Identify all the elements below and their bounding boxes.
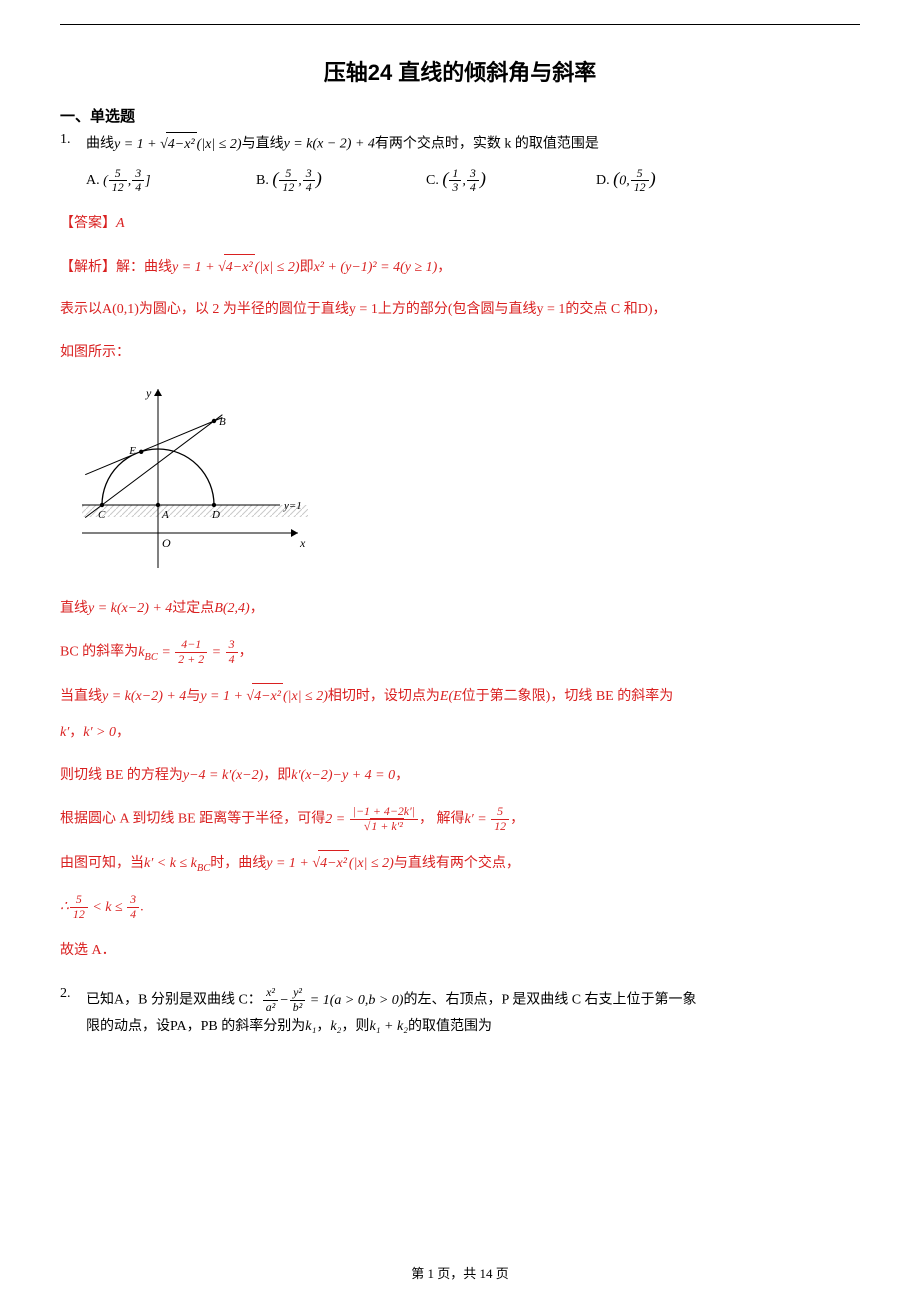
analysis-line-7: 则切线 BE 的方程为y−4 = k′(x−2)，即k′(x−2)−y + 4 … (60, 763, 860, 790)
question-stem: 已知A，B 分别是双曲线 C：x²a²−y²b² = 1(a > 0,b > 0… (86, 986, 860, 1038)
choice-label: A. (86, 173, 100, 189)
analysis-line-10: ∴512 < k ≤ 34. (60, 893, 860, 921)
svg-text:D: D (211, 509, 220, 521)
answer-label: 【答案】 (60, 216, 116, 231)
text: 与直线 (242, 137, 284, 152)
svg-text:A: A (161, 509, 169, 521)
choice-label: D. (596, 173, 610, 189)
analysis-label: 【解析】 (60, 260, 116, 275)
formula: y = 1 + √4−x²(|x| ≤ 2) (114, 137, 242, 152)
text: 即 (300, 260, 314, 275)
page: 压轴24 直线的倾斜角与斜率 一、单选题 1. 曲线y = 1 + √4−x²(… (0, 0, 920, 1302)
choice-C: C. (13,34) (426, 167, 596, 195)
top-rule (60, 24, 860, 25)
formula: y = k(x − 2) + 4 (284, 137, 375, 152)
choice-row: A. (512,34] B. (512,34) C. (13,34) D. (0… (86, 167, 860, 195)
figure-semicircle: y=1xyOACDBE (80, 383, 860, 578)
question-stem: 曲线y = 1 + √4−x²(|x| ≤ 2)与直线y = k(x − 2) … (86, 132, 860, 157)
answer-line: 【答案】A (60, 211, 860, 238)
choice-B: B. (512,34) (256, 167, 426, 195)
answer-value: A (116, 216, 125, 231)
analysis-line-6b: k′，k′ > 0， (60, 720, 860, 747)
choice-label: C. (426, 173, 439, 189)
figure-svg: y=1xyOACDBE (80, 383, 310, 573)
analysis-line-3: 如图所示： (60, 340, 860, 367)
svg-text:O: O (162, 536, 171, 550)
question-1: 1. 曲线y = 1 + √4−x²(|x| ≤ 2)与直线y = k(x − … (60, 132, 860, 157)
document-title: 压轴24 直线的倾斜角与斜率 (60, 55, 860, 87)
formula: x² + (y−1)² = 4(y ≥ 1) (314, 260, 438, 275)
text: 曲线 (86, 137, 114, 152)
analysis-line-1: 【解析】解：曲线y = 1 + √4−x²(|x| ≤ 2)即x² + (y−1… (60, 254, 860, 282)
analysis-line-8: 根据圆心 A 到切线 BE 距离等于半径，可得2 = |−1 + 4−2k′|√… (60, 805, 860, 833)
page-footer: 第 1 页，共 14 页 (0, 1263, 920, 1282)
question-2: 2. 已知A，B 分别是双曲线 C：x²a²−y²b² = 1(a > 0,b … (60, 986, 860, 1038)
choice-label: B. (256, 173, 269, 189)
question-number: 1. (60, 132, 86, 148)
analysis-line-2: 表示以A(0,1)为圆心，以 2 为半径的圆位于直线y = 1上方的部分(包含圆… (60, 297, 860, 324)
question-number: 2. (60, 986, 86, 1002)
svg-text:y: y (145, 386, 152, 400)
svg-text:C: C (98, 509, 106, 521)
analysis-line-11: 故选 A． (60, 938, 860, 965)
formula: y = 1 + √4−x²(|x| ≤ 2) (172, 260, 300, 275)
svg-text:y=1: y=1 (283, 500, 302, 512)
section-heading: 一、单选题 (60, 105, 860, 126)
analysis-line-5: BC 的斜率为kBC = 4−12 + 2 = 34， (60, 638, 860, 666)
svg-text:x: x (299, 536, 306, 550)
text: 解：曲线 (116, 260, 172, 275)
choice-A: A. (512,34] (86, 167, 256, 195)
text: ， (437, 260, 451, 275)
analysis-line-6: 当直线y = k(x−2) + 4与y = 1 + √4−x²(|x| ≤ 2)… (60, 683, 860, 711)
choice-D: D. (0,512) (596, 167, 766, 195)
analysis-line-4: 直线y = k(x−2) + 4过定点B(2,4)， (60, 596, 860, 623)
text: 有两个交点时，实数 k 的取值范围是 (375, 137, 599, 152)
analysis-line-9: 由图可知，当k′ < k ≤ kBC时，曲线y = 1 + √4−x²(|x| … (60, 850, 860, 878)
